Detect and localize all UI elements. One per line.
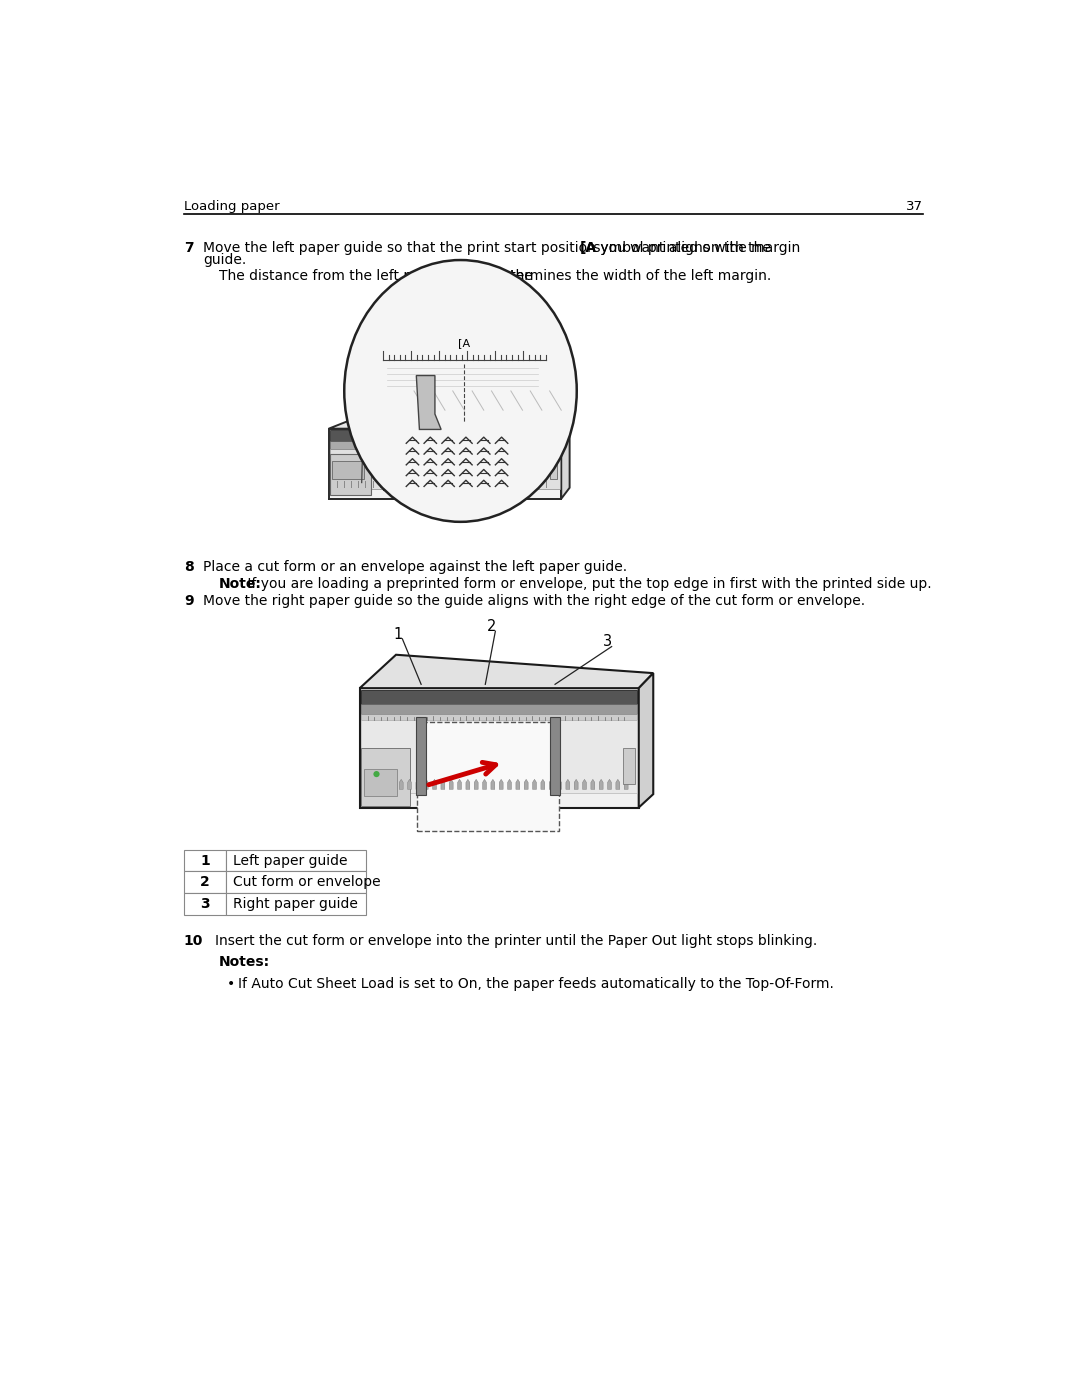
Polygon shape	[400, 780, 403, 789]
Polygon shape	[541, 780, 544, 789]
Text: 7: 7	[184, 240, 193, 254]
Polygon shape	[383, 447, 391, 490]
Text: 3: 3	[604, 634, 612, 650]
Polygon shape	[330, 454, 370, 495]
Polygon shape	[362, 721, 637, 793]
Polygon shape	[524, 780, 528, 789]
Text: Cut form or envelope: Cut form or envelope	[232, 875, 380, 890]
Text: 9: 9	[184, 594, 193, 608]
Polygon shape	[416, 376, 441, 429]
Polygon shape	[417, 717, 426, 795]
Polygon shape	[328, 429, 562, 499]
Polygon shape	[407, 780, 411, 789]
Text: If Auto Cut Sheet Load is set to On, the paper feeds automatically to the Top-Of: If Auto Cut Sheet Load is set to On, the…	[238, 977, 834, 990]
Polygon shape	[330, 448, 559, 489]
Text: [A: [A	[580, 240, 596, 254]
Bar	[550, 454, 557, 479]
Polygon shape	[424, 780, 428, 789]
Text: 2: 2	[200, 875, 210, 890]
Bar	[184, 872, 227, 893]
Text: 1: 1	[200, 854, 210, 868]
Bar	[332, 461, 364, 479]
Polygon shape	[532, 780, 537, 789]
Polygon shape	[382, 780, 387, 789]
Text: 37: 37	[906, 200, 923, 212]
Polygon shape	[330, 440, 559, 448]
Text: guide.: guide.	[203, 253, 246, 267]
Text: symbol printed on the margin: symbol printed on the margin	[589, 240, 800, 254]
Polygon shape	[474, 780, 478, 789]
Text: Notes:: Notes:	[218, 956, 270, 970]
Ellipse shape	[345, 260, 577, 522]
Polygon shape	[582, 780, 586, 789]
Polygon shape	[566, 780, 570, 789]
Polygon shape	[391, 780, 395, 789]
Polygon shape	[362, 690, 637, 704]
Text: Insert the cut form or envelope into the printer until the Paper Out light stops: Insert the cut form or envelope into the…	[215, 933, 818, 947]
Polygon shape	[360, 655, 653, 689]
Polygon shape	[516, 780, 519, 789]
Polygon shape	[624, 780, 629, 789]
Text: 1: 1	[394, 627, 403, 641]
Bar	[364, 770, 397, 795]
Polygon shape	[575, 780, 578, 789]
Text: 3: 3	[200, 897, 210, 911]
Text: Place a cut form or an envelope against the left paper guide.: Place a cut form or an envelope against …	[203, 560, 627, 574]
Text: Move the right paper guide so the guide aligns with the right edge of the cut fo: Move the right paper guide so the guide …	[203, 594, 865, 608]
Polygon shape	[328, 418, 569, 429]
Polygon shape	[638, 673, 653, 807]
Text: Right paper guide: Right paper guide	[232, 897, 357, 911]
Polygon shape	[366, 780, 369, 789]
Text: 8: 8	[184, 560, 193, 574]
Text: 10: 10	[184, 933, 203, 947]
Text: Left paper guide: Left paper guide	[232, 854, 347, 868]
Polygon shape	[360, 689, 638, 807]
Polygon shape	[557, 780, 562, 789]
Polygon shape	[416, 780, 420, 789]
Polygon shape	[362, 704, 637, 714]
Bar	[227, 872, 366, 893]
Text: Move the left paper guide so that the print start position you want aligns with : Move the left paper guide so that the pr…	[203, 240, 775, 254]
Polygon shape	[551, 717, 559, 795]
Polygon shape	[465, 780, 470, 789]
Polygon shape	[458, 780, 461, 789]
Bar	[623, 747, 635, 784]
Polygon shape	[375, 780, 378, 789]
Polygon shape	[362, 714, 637, 721]
Polygon shape	[616, 780, 620, 789]
Text: [A: [A	[424, 268, 442, 282]
Polygon shape	[441, 780, 445, 789]
Polygon shape	[599, 780, 603, 789]
Polygon shape	[499, 780, 503, 789]
Polygon shape	[433, 780, 436, 789]
Polygon shape	[483, 780, 486, 789]
Polygon shape	[591, 780, 595, 789]
Text: The distance from the left paper guide to the: The distance from the left paper guide t…	[218, 268, 537, 282]
Text: Note:: Note:	[218, 577, 261, 591]
Polygon shape	[362, 747, 410, 806]
Text: symbol determines the width of the left margin.: symbol determines the width of the left …	[434, 268, 771, 282]
Polygon shape	[562, 418, 569, 499]
Text: Loading paper: Loading paper	[184, 200, 280, 212]
Polygon shape	[491, 780, 495, 789]
Polygon shape	[476, 447, 484, 490]
Polygon shape	[417, 722, 559, 831]
Text: If you are loading a preprinted form or envelope, put the top edge in first with: If you are loading a preprinted form or …	[243, 577, 932, 591]
Text: [A: [A	[458, 338, 471, 348]
Polygon shape	[330, 430, 559, 440]
Bar	[184, 893, 227, 915]
Bar	[184, 849, 227, 872]
Polygon shape	[608, 780, 611, 789]
Polygon shape	[508, 780, 512, 789]
Polygon shape	[550, 780, 553, 789]
Circle shape	[374, 771, 379, 777]
Text: •: •	[227, 977, 234, 990]
Bar	[227, 849, 366, 872]
Bar	[227, 893, 366, 915]
Text: 2: 2	[487, 619, 496, 634]
Polygon shape	[449, 780, 454, 789]
